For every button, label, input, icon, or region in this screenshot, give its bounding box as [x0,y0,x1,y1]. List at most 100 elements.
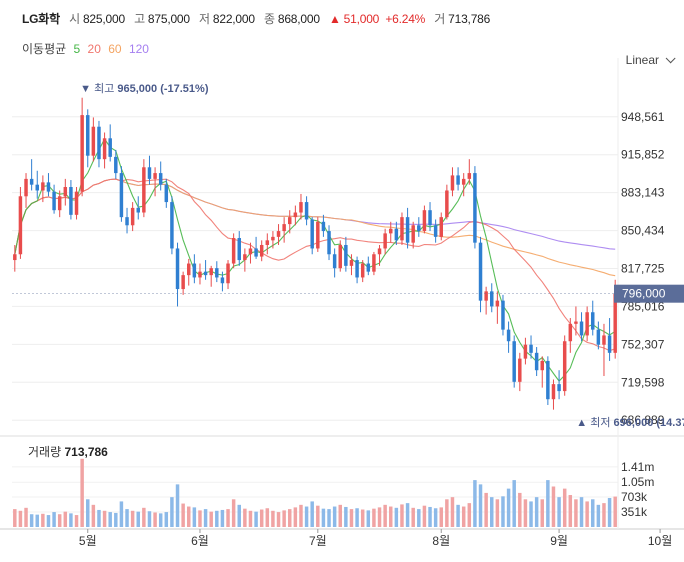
volume-bar [91,504,96,527]
candle [394,221,399,245]
volume-bar [411,507,415,527]
candle [585,306,589,342]
volume-bar [142,507,146,527]
volume-bar [13,509,17,527]
candle-body [389,228,393,234]
candle [450,167,455,197]
volume-bar [299,504,303,527]
candle [433,219,438,243]
candle-body [557,384,561,392]
candle [389,221,393,243]
volume-bar [394,507,399,527]
candle-body [254,248,258,257]
volume-bar [192,507,197,527]
candle [473,166,477,249]
ma-5-legend[interactable]: 5 [73,42,81,56]
volume-bar [534,497,539,527]
volume-bar [377,507,382,527]
candle-body [276,231,281,237]
candle [546,356,550,406]
volume-tick-label: 1.41m [621,460,654,474]
candle [562,335,567,396]
volume-bar [293,507,298,527]
candle-body [327,231,331,255]
candle-body [551,384,556,400]
candle-body [400,217,404,241]
candle [602,323,606,377]
candle [529,335,533,359]
volume-bar [546,480,550,527]
volume-bar [613,496,617,527]
candle-body [411,225,415,243]
candle-body [439,217,443,237]
volume-bar [338,504,342,527]
axes: 948,561 915,852 883,143 850,434 817,725 785,0… [0,58,684,548]
volume-bar [187,506,191,527]
candle-body [310,219,314,249]
volume-bar [501,496,505,527]
ma-60-legend[interactable]: 60 [108,42,122,56]
candle-body [130,207,135,226]
candle [338,240,342,272]
candle [591,300,595,336]
candle [534,347,539,377]
candle-body [495,300,500,307]
price-tick-label: 752,307 [621,337,665,351]
candle-body [102,138,107,160]
close-value: 868,000 [277,12,320,26]
ma-20-legend[interactable]: 20 [87,42,101,56]
volume-bar [125,509,129,527]
ma-120-legend[interactable]: 120 [128,42,149,56]
candle [327,225,331,261]
volume-bar [332,506,337,527]
candle [557,370,561,400]
candlestick-series [13,97,617,410]
candle-body [293,212,298,218]
candle [69,180,73,220]
candle-body [546,360,550,400]
volume-bar [366,510,371,527]
candle-body [18,196,23,255]
candle [57,190,62,218]
candle-body [529,344,533,353]
volume-bar [108,512,112,527]
candle [349,254,354,276]
volume-bar [529,501,533,527]
candle [417,217,421,237]
candle-body [265,240,270,245]
candle [607,318,612,361]
stock-name: LG화학 [22,12,60,26]
candle-body [484,291,488,301]
candle-body [456,175,460,185]
candle [445,184,449,220]
candle [304,196,309,226]
scale-dropdown[interactable]: Linear [626,53,676,67]
candle [41,175,45,203]
candle-body [119,173,124,218]
volume-bar [321,508,326,527]
high-annotation-value: 965,000 (-17.51%) [117,83,208,95]
candle-body [237,238,241,261]
low-annotation: ▲ 최저 696,000 (14.37%) [576,416,684,429]
candle-body [607,335,612,353]
volume-bar [237,504,241,527]
candle [310,217,314,255]
candle [377,244,382,266]
candle [467,159,472,185]
low-label: 저 [199,12,210,26]
candle [125,207,129,234]
candle [108,124,112,162]
candle [478,236,483,313]
volume-bar [164,512,169,527]
candle-body [467,173,472,179]
candle-body [534,352,539,371]
volume-bar [170,497,174,527]
volume-bars [13,458,617,527]
candle-body [13,254,17,261]
candle [158,161,163,191]
candle [18,187,23,259]
volume-bar [254,511,258,527]
candle-body [602,335,606,345]
candle [226,260,230,290]
